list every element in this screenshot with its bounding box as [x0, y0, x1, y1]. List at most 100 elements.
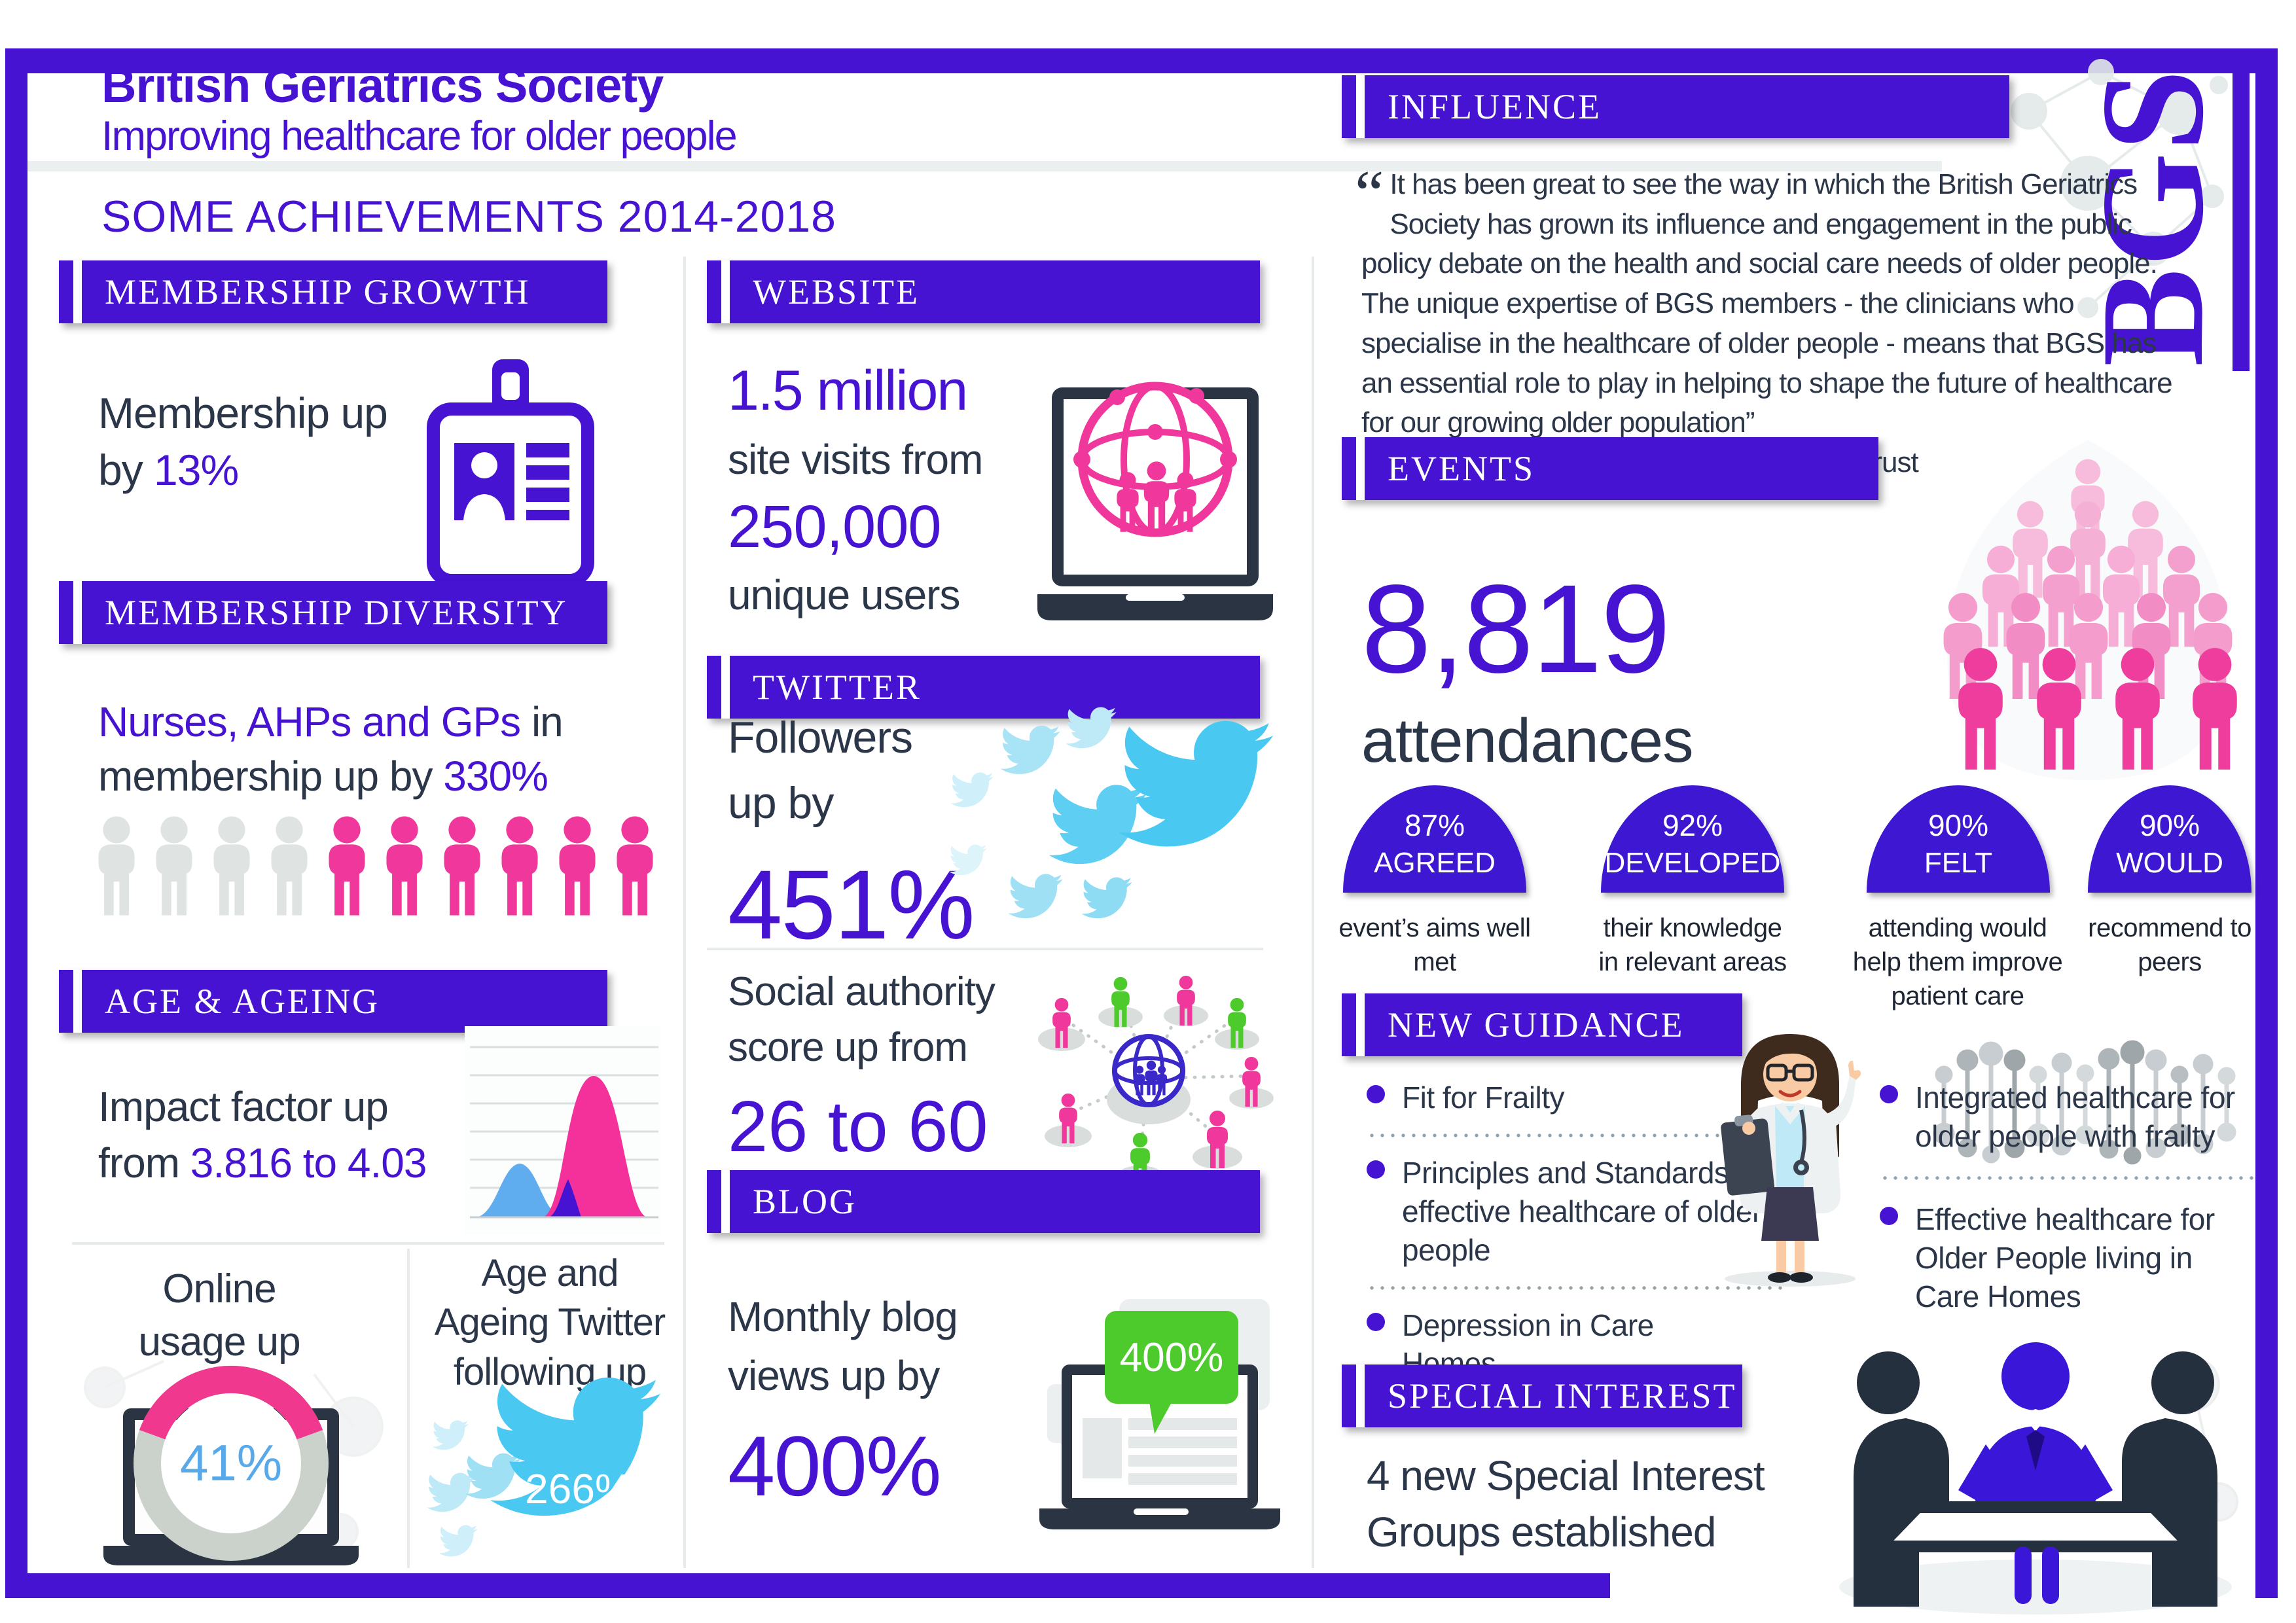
twitter-stat: 451% — [728, 849, 975, 959]
dome2-word: DEVELOPED — [1604, 847, 1781, 879]
online-usage-stat: 41% — [180, 1434, 282, 1491]
special-interest-header: SPECIAL INTEREST — [1342, 1364, 1742, 1427]
membership-growth-stat: 13% — [154, 446, 239, 495]
event-stat-dome-4: 90% WOULD — [2088, 785, 2251, 893]
page-subtitle: Improving healthcare for older people — [101, 113, 738, 159]
guidance-item-label: Effective healthcare for Older People li… — [1915, 1202, 2215, 1313]
social-line2: score up from — [728, 1025, 968, 1070]
subsection-divider — [72, 1242, 664, 1245]
frame-top-bar — [5, 48, 2278, 73]
blog-laptop-icon: 400% — [1039, 1299, 1280, 1529]
id-badge-icon — [427, 359, 594, 587]
blog-line2: views up by — [728, 1352, 940, 1399]
donut-gauge: 41% — [84, 1360, 384, 1565]
laptop-globe-icon — [1037, 382, 1273, 620]
aa-twitter-stat: 266% — [525, 1465, 632, 1512]
impact-factor-text: Impact factor up from 3.816 to 4.03 — [98, 1079, 491, 1192]
website-stat1: 1.5 million — [728, 359, 968, 422]
social-network-icon — [1038, 975, 1274, 1188]
event-stat-dome-3: 90% FELT — [1867, 785, 2050, 893]
bullet-icon — [1367, 1160, 1385, 1179]
dome4-pct: 90% — [2139, 808, 2200, 842]
membership-growth-text: Membership up by 13% — [98, 385, 425, 499]
bullet-icon — [1880, 1085, 1898, 1103]
open-quote-mark: “ — [1355, 157, 1384, 230]
guidance-item-label: Fit for Frailty — [1402, 1080, 1565, 1115]
special-interest-header-label: SPECIAL INTEREST — [1388, 1376, 1737, 1416]
dome3-desc: attending would help them improve patien… — [1852, 914, 2063, 1010]
dome3-word: FELT — [1924, 847, 1993, 879]
blog-line1: Monthly blog — [728, 1293, 958, 1340]
membership-diversity-header-label: MEMBERSHIP DIVERSITY — [105, 593, 568, 632]
guidance-left-list: Fit for Frailty Principles and Standards… — [1367, 1079, 1785, 1383]
website-line4: unique users — [728, 571, 960, 618]
membership-growth-header-label: MEMBERSHIP GROWTH — [105, 272, 531, 312]
dome3-pct: 90% — [1928, 808, 1989, 842]
influence-header-label: INFLUENCE — [1388, 87, 1602, 126]
special-interest-text: 4 new Special Interest Groups establishe… — [1367, 1452, 1765, 1556]
membership-diversity-header: MEMBERSHIP DIVERSITY — [59, 581, 607, 644]
events-label: attendances — [1361, 706, 1694, 776]
influence-quote-text: It has been great to see the way in whic… — [1361, 168, 2173, 439]
network-decoration — [2011, 59, 2228, 318]
age-ageing-header-label: AGE & AGEING — [105, 982, 380, 1021]
membership-growth-header: MEMBERSHIP GROWTH — [59, 260, 607, 323]
event-stat-dome-1: 87% AGREED — [1343, 785, 1526, 893]
website-header: WEBSITE — [707, 260, 1260, 323]
twitter-birds-icon — [949, 707, 1274, 919]
dome2-pct: 92% — [1662, 808, 1723, 842]
diversity-stat: 330% — [443, 753, 548, 800]
column-divider — [683, 257, 686, 1568]
new-guidance-header: NEW GUIDANCE — [1342, 993, 1742, 1056]
dome4-word: WOULD — [2116, 847, 2223, 879]
title-divider — [27, 161, 1942, 171]
frame-bottom-bar — [5, 1573, 1610, 1598]
social-authority-text: Social authority score up from 26 to 60 — [728, 969, 1029, 1168]
twitter-line1: Followers — [728, 713, 913, 762]
dna-strand — [1933, 1040, 2236, 1165]
membership-diversity-text: Nurses, AHPs and GPs in membership up by… — [98, 695, 648, 804]
website-header-label: WEBSITE — [753, 272, 920, 312]
column-divider — [1312, 257, 1314, 1568]
events-header: EVENTS — [1342, 437, 1878, 500]
achievements-title: SOME ACHIEVEMENTS 2014-2018 — [101, 192, 837, 241]
website-line2: site visits from — [728, 436, 983, 483]
influence-header: INFLUENCE — [1342, 75, 2009, 138]
frame-right-bar — [2255, 48, 2278, 1598]
frame-left-bar — [5, 48, 27, 1598]
subsection-divider — [707, 948, 1263, 950]
bullet-icon — [1367, 1312, 1385, 1331]
website-text: 1.5 million site visits from 250,000 uni… — [728, 359, 1042, 619]
blog-header: BLOG — [707, 1170, 1260, 1233]
bell-curve-chart — [465, 1026, 661, 1234]
blog-stat: 400% — [728, 1418, 942, 1514]
events-stat: 8,819 — [1361, 558, 1670, 699]
dotted-divider — [1880, 1175, 2256, 1181]
website-stat2: 250,000 — [728, 493, 942, 560]
guidance-item: Principles and Standards for effective h… — [1367, 1154, 1785, 1270]
impact-prefix: from — [98, 1139, 190, 1187]
dome1-pct: 87% — [1404, 808, 1465, 842]
doctor-illustration — [1721, 1034, 1861, 1287]
bullet-icon — [1367, 1085, 1385, 1103]
twitter-header-label: TWITTER — [753, 668, 922, 707]
influence-quote: “ It has been great to see the way in wh… — [1355, 161, 2179, 483]
meeting-table-illustration — [1839, 1342, 2238, 1614]
guidance-item: Integrated healthcare for older people w… — [1880, 1079, 2256, 1156]
event-stat-dome-2: 92% DEVELOPED — [1601, 785, 1784, 893]
twitter-header: TWITTER — [707, 656, 1260, 719]
events-header-label: EVENTS — [1388, 449, 1535, 488]
online-usage-label: Online usage up — [138, 1266, 300, 1364]
blog-text: Monthly blog views up by 400% — [728, 1293, 1009, 1515]
impact-line1: Impact factor up — [98, 1083, 389, 1130]
impact-stat: 3.816 to 4.03 — [190, 1139, 427, 1187]
dome1-desc: event’s aims well met — [1338, 914, 1531, 976]
guidance-item-label: Integrated healthcare for older people w… — [1915, 1080, 2235, 1153]
new-guidance-header-label: NEW GUIDANCE — [1388, 1005, 1685, 1044]
guidance-right-list: Integrated healthcare for older people w… — [1880, 1079, 2256, 1315]
page-title: British Geriatrics Society — [101, 58, 664, 113]
age-ageing-header: AGE & AGEING — [59, 970, 607, 1033]
dotted-divider — [1367, 1132, 1785, 1138]
subsection-divider — [407, 1249, 410, 1568]
